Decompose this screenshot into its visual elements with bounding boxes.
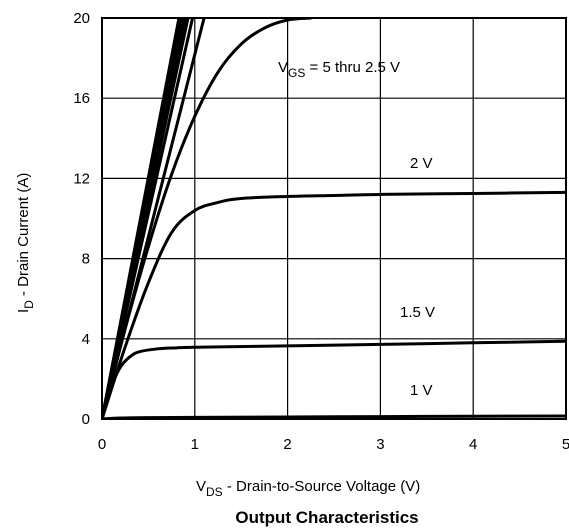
y-axis-label: ID - Drain Current (A): [15, 173, 36, 313]
series-line-9: [102, 190, 566, 419]
x-axis-label: VDS - Drain-to-Source Voltage (V): [196, 478, 420, 499]
annotation-1-5v: 1.5 V: [400, 304, 435, 321]
chart-title: Output Characteristics: [235, 508, 418, 527]
y-tick-label: 16: [73, 90, 90, 107]
annotation-1v: 1 V: [410, 382, 433, 399]
series-line-10: [102, 339, 566, 419]
plot-frame: [101, 17, 567, 420]
curves: [102, 18, 566, 419]
y-tick-label: 8: [82, 251, 90, 268]
series-line-8: [102, 18, 313, 419]
grid: [102, 18, 566, 419]
series-line-6: [102, 18, 195, 419]
annotation-vgs-high: VGS = 5 thru 2.5 V: [278, 59, 400, 80]
x-tick-label: 5: [562, 436, 569, 453]
x-tick-label: 3: [376, 436, 384, 453]
y-tick-label: 12: [73, 170, 90, 187]
series-line-11: [102, 414, 566, 419]
annotation-2v: 2 V: [410, 155, 433, 172]
x-tick-label: 1: [191, 436, 199, 453]
y-tick-label: 20: [73, 10, 90, 27]
x-tick-label: 0: [98, 436, 106, 453]
y-tick-label: 4: [82, 331, 90, 348]
x-tick-label: 4: [469, 436, 477, 453]
y-tick-label: 0: [82, 411, 90, 428]
x-tick-label: 2: [283, 436, 291, 453]
